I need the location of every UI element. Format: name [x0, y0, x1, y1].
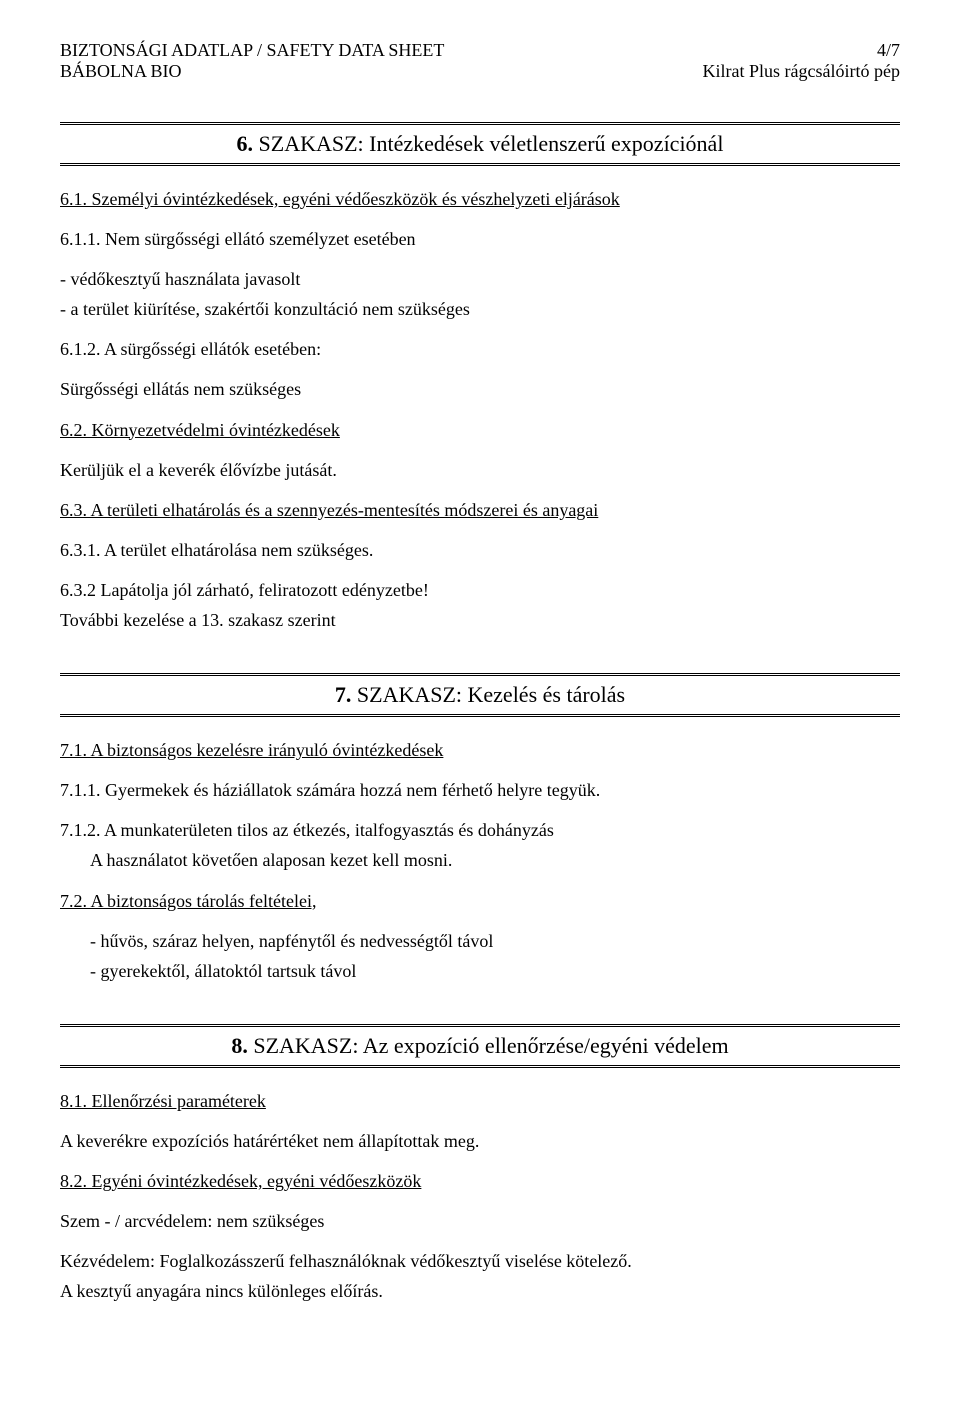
divider	[60, 163, 900, 166]
body-6-1-2: Sürgősségi ellátás nem szükséges	[60, 376, 900, 402]
heading-6-2: 6.2. Környezetvédelmi óvintézkedések	[60, 417, 900, 443]
header-left: BIZTONSÁGI ADATLAP / SAFETY DATA SHEET B…	[60, 40, 444, 82]
body-hand-protection-2: A kesztyű anyagára nincs különleges előí…	[60, 1278, 900, 1304]
body-hand-protection-1: Kézvédelem: Foglalkozásszerű felhasználó…	[60, 1248, 900, 1274]
heading-6-1-1: 6.1.1. Nem sürgősségi ellátó személyzet …	[60, 226, 900, 252]
section-6-num: 6.	[237, 131, 254, 156]
body-7-1-2b: A használatot követően alaposan kezet ke…	[60, 847, 900, 873]
body-8-1: A keverékre expozíciós határértéket nem …	[60, 1128, 900, 1154]
heading-7-2: 7.2. A biztonságos tárolás feltételei,	[60, 888, 900, 914]
section-8-name: SZAKASZ: Az expozíció ellenőrzése/egyéni…	[253, 1033, 728, 1058]
section-8-content: 8.1. Ellenőrzési paraméterek A keverékre…	[60, 1088, 900, 1305]
body-eye-protection: Szem - / arcvédelem: nem szükséges	[60, 1208, 900, 1234]
page-header: BIZTONSÁGI ADATLAP / SAFETY DATA SHEET B…	[60, 40, 900, 82]
section-8-title: 8. SZAKASZ: Az expozíció ellenőrzése/egy…	[60, 1027, 900, 1065]
heading-7-1: 7.1. A biztonságos kezelésre irányuló óv…	[60, 737, 900, 763]
bullet-item: - hűvös, száraz helyen, napfénytől és ne…	[90, 928, 900, 954]
heading-8-1: 8.1. Ellenőrzési paraméterek	[60, 1088, 900, 1114]
heading-8-2: 8.2. Egyéni óvintézkedések, egyéni védőe…	[60, 1168, 900, 1194]
doc-title: BIZTONSÁGI ADATLAP / SAFETY DATA SHEET	[60, 40, 444, 61]
body-6-3-2a: 6.3.2 Lapátolja jól zárható, feliratozot…	[60, 577, 900, 603]
heading-6-1: 6.1. Személyi óvintézkedések, egyéni véd…	[60, 186, 900, 212]
divider	[60, 1065, 900, 1068]
bullet-item: - védőkesztyű használata javasolt	[60, 266, 900, 292]
section-6-content: 6.1. Személyi óvintézkedések, egyéni véd…	[60, 186, 900, 633]
section-8-num: 8.	[231, 1033, 248, 1058]
company-name: BÁBOLNA BIO	[60, 61, 444, 82]
page-number: 4/7	[703, 40, 900, 61]
section-6-title: 6. SZAKASZ: Intézkedések véletlenszerű e…	[60, 125, 900, 163]
section-7-num: 7.	[335, 682, 352, 707]
divider	[60, 714, 900, 717]
section-7-title: 7. SZAKASZ: Kezelés és tárolás	[60, 676, 900, 714]
heading-6-3: 6.3. A területi elhatárolás és a szennye…	[60, 497, 900, 523]
section-7-name: SZAKASZ: Kezelés és tárolás	[357, 682, 625, 707]
body-6-2: Kerüljük el a keverék élővízbe jutását.	[60, 457, 900, 483]
bullet-item: - a terület kiürítése, szakértői konzult…	[60, 296, 900, 322]
section-7-content: 7.1. A biztonságos kezelésre irányuló óv…	[60, 737, 900, 984]
bullet-item: - gyerekektől, állatoktól tartsuk távol	[90, 958, 900, 984]
header-right: 4/7 Kilrat Plus rágcsálóirtó pép	[703, 40, 900, 82]
product-name: Kilrat Plus rágcsálóirtó pép	[703, 61, 900, 82]
body-6-3-2b: További kezelése a 13. szakasz szerint	[60, 607, 900, 633]
section-6-name: SZAKASZ: Intézkedések véletlenszerű expo…	[259, 131, 724, 156]
body-7-1-1: 7.1.1. Gyermekek és háziállatok számára …	[60, 777, 900, 803]
heading-6-1-2: 6.1.2. A sürgősségi ellátók esetében:	[60, 336, 900, 362]
body-7-1-2a: 7.1.2. A munkaterületen tilos az étkezés…	[60, 817, 900, 843]
body-6-3-1: 6.3.1. A terület elhatárolása nem szüksé…	[60, 537, 900, 563]
